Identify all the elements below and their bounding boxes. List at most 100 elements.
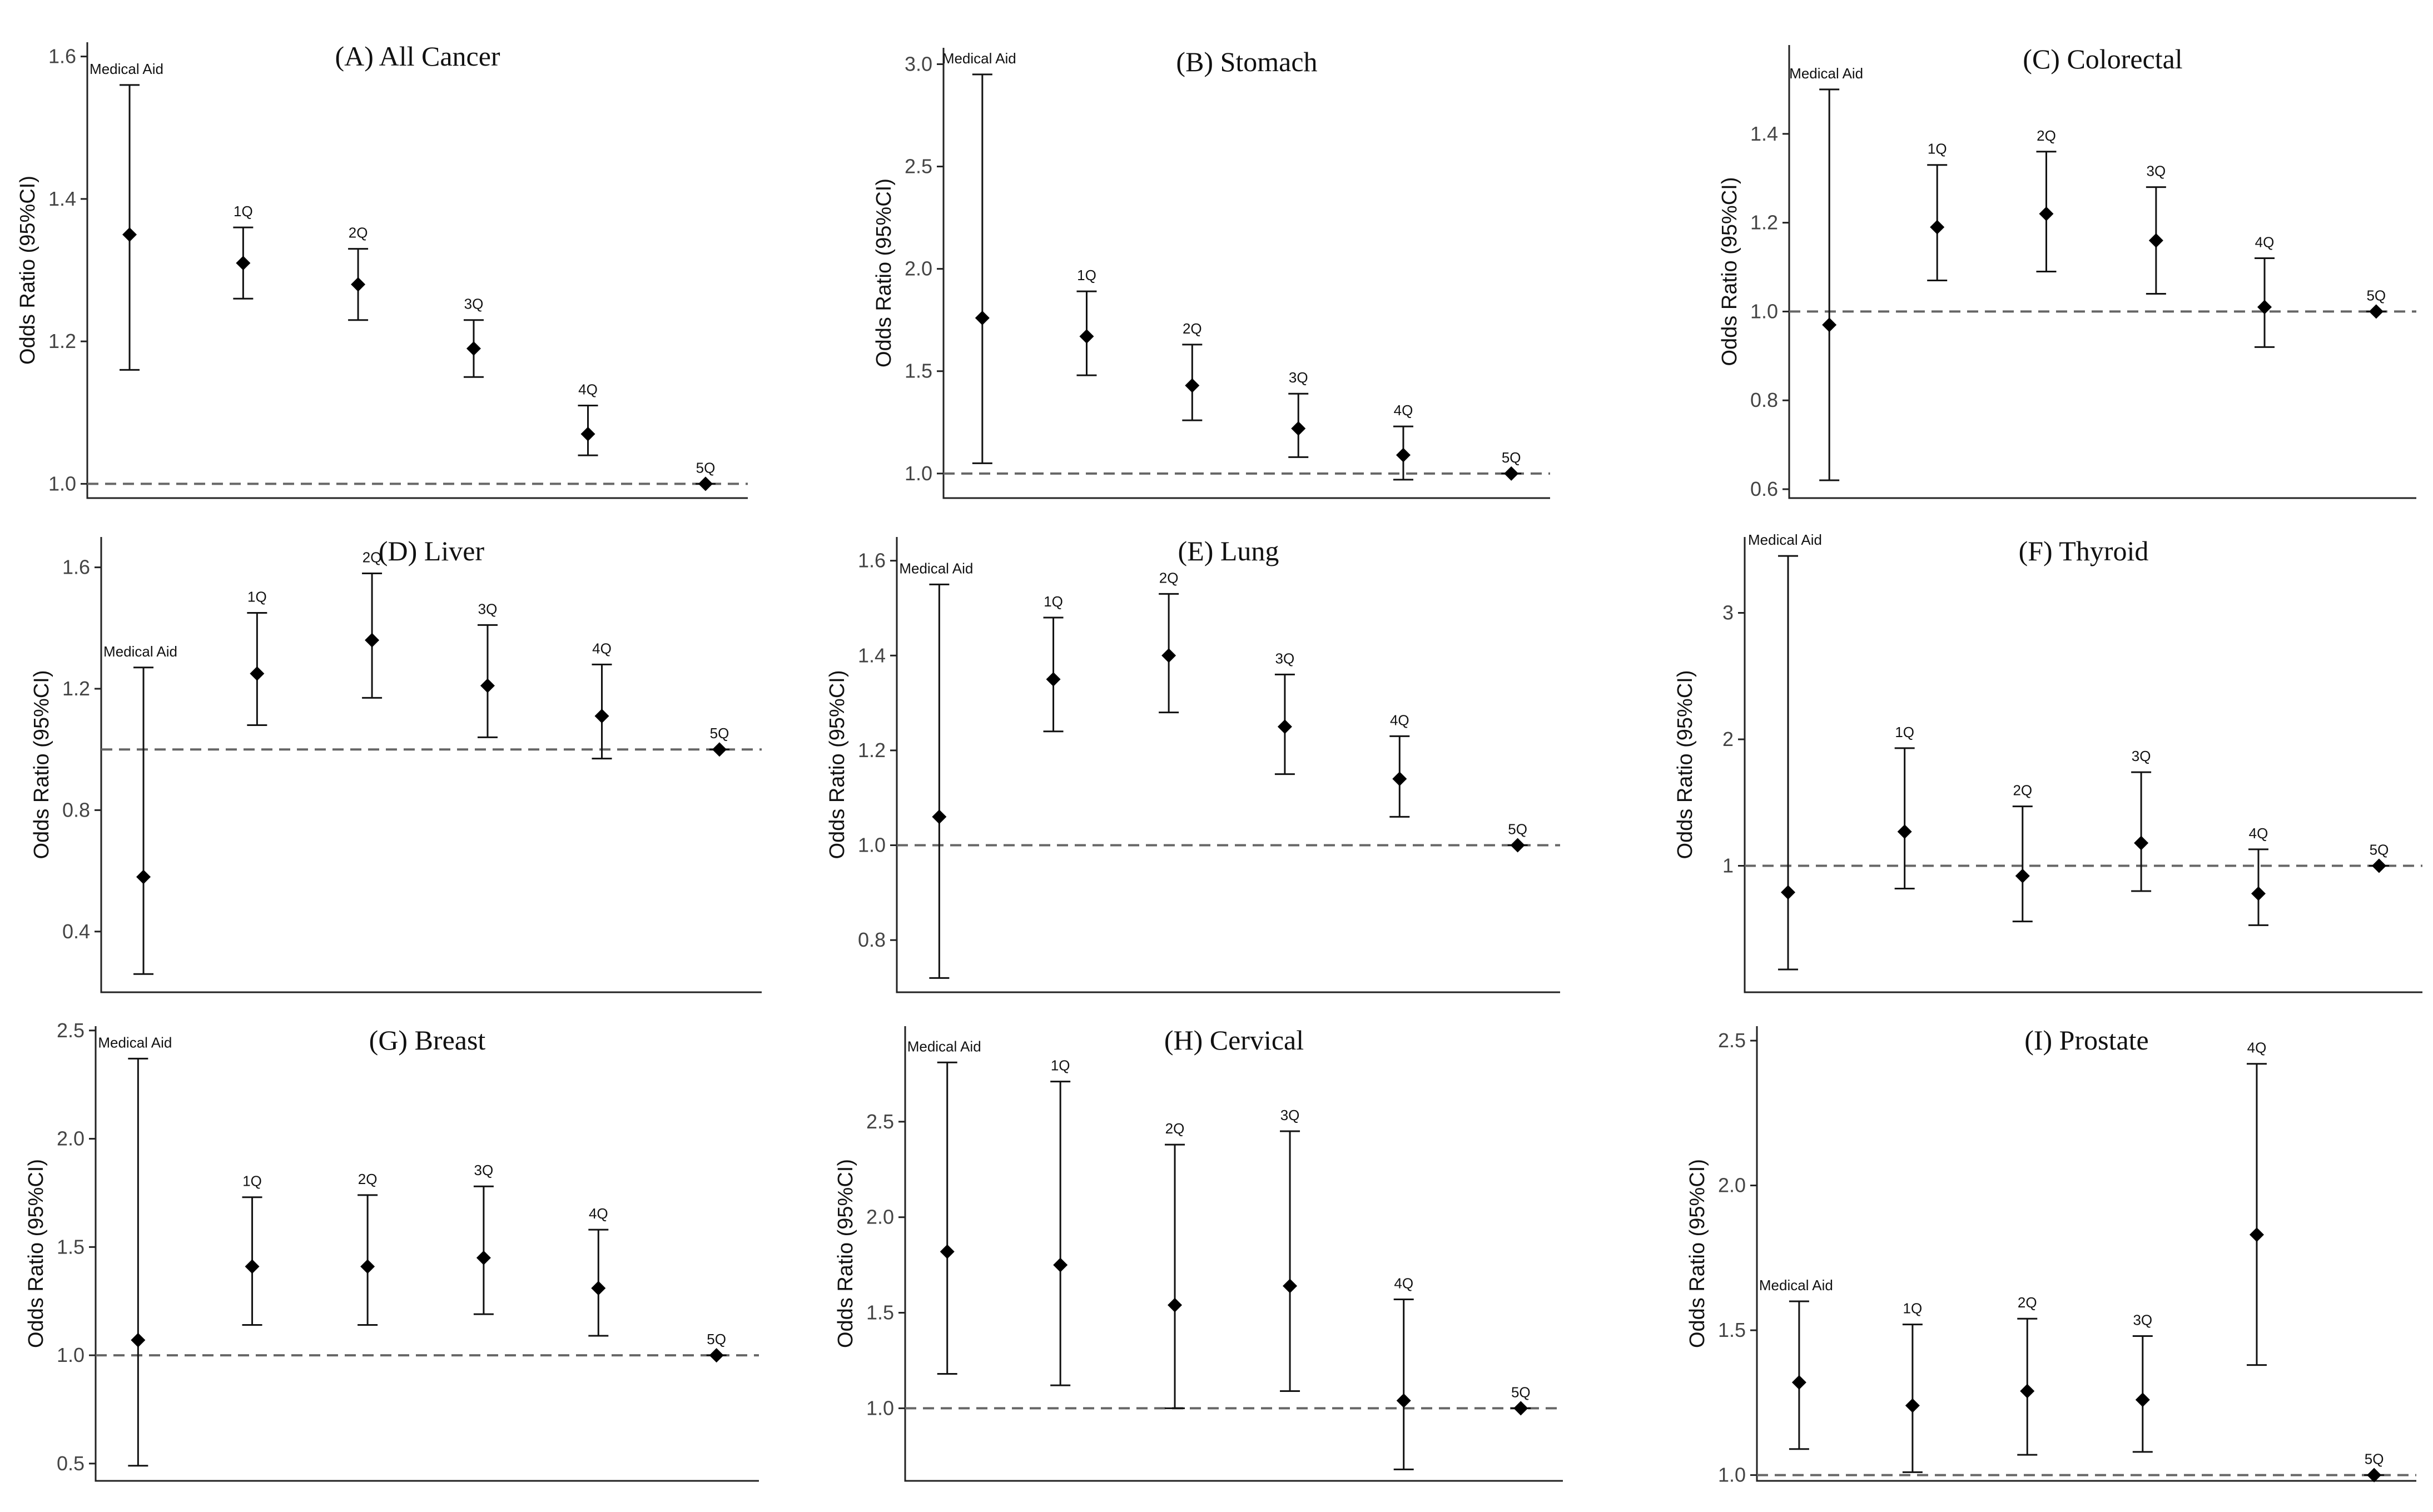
data-point [1513, 1401, 1528, 1416]
y-tick-label: 1.6 [48, 45, 76, 68]
group-label: Medical Aid [103, 643, 177, 660]
y-axis-label: Odds Ratio (95%CI) [872, 178, 896, 367]
ci-whisker [133, 667, 154, 975]
data-point [131, 1332, 146, 1347]
data-point [1185, 378, 1200, 393]
data-point [932, 809, 947, 824]
panel-title: (G) Breast [369, 1024, 486, 1056]
group-label: 4Q [1390, 712, 1409, 728]
ci-whisker [972, 73, 992, 464]
data-point [2039, 206, 2054, 221]
group-label: 3Q [2133, 1311, 2152, 1328]
ci-whisker [1789, 1300, 1809, 1450]
group-label: 3Q [474, 1162, 494, 1178]
group-label: 1Q [234, 203, 253, 220]
group-label: 2Q [363, 549, 382, 566]
y-axis-label: Odds Ratio (95%CI) [16, 176, 39, 365]
data-point [975, 311, 990, 325]
y-tick-label: 0.8 [62, 798, 90, 821]
data-point [122, 227, 137, 242]
y-tick-label: 2.0 [866, 1206, 894, 1228]
y-axis-label: Odds Ratio (95%CI) [30, 670, 53, 859]
ci-whisker [128, 1057, 148, 1467]
group-label: 4Q [592, 640, 612, 656]
group-label: 5Q [1511, 1384, 1531, 1400]
y-tick-label: 2.0 [905, 257, 932, 280]
group-label: 5Q [707, 1331, 726, 1347]
y-tick-label: 1.6 [62, 556, 90, 579]
panel-title: (I) Prostate [2024, 1024, 2149, 1056]
panel-h: 1.0 1.5 2.0 2.5 Odds Ratio (95%CI) (H) Cervic… [834, 1024, 1563, 1482]
panel-title: (B) Stomach [1176, 46, 1317, 77]
axis-lines [942, 48, 1550, 499]
axis-lines [95, 1026, 759, 1482]
group-label: 1Q [1051, 1057, 1070, 1074]
data-point [1822, 317, 1837, 332]
group-label: 4Q [2255, 234, 2275, 251]
group-label: 1Q [1044, 593, 1063, 610]
data-point [136, 869, 151, 884]
y-tick-label: 1.0 [905, 462, 932, 485]
y-tick-label: 2.0 [1718, 1174, 1746, 1197]
group-label: Medical Aid [90, 61, 163, 77]
group-label: Medical Aid [899, 560, 973, 576]
data-point [1161, 648, 1176, 663]
group-label: Medical Aid [98, 1034, 172, 1051]
data-point [1510, 838, 1525, 853]
data-point [360, 1259, 375, 1274]
y-tick-label: 1.4 [858, 644, 886, 667]
group-label: 3Q [1289, 369, 1308, 386]
panel-title: (A) All Cancer [335, 41, 500, 72]
y-tick-label: 1.6 [858, 549, 886, 572]
data-point [594, 709, 609, 724]
group-label: 3Q [2147, 163, 2166, 180]
group-label: 5Q [2370, 842, 2389, 858]
group-label: 5Q [710, 725, 729, 742]
y-axis-label: Odds Ratio (95%CI) [834, 1159, 857, 1348]
ci-whisker [2012, 805, 2033, 923]
panel-b: 1.0 1.5 2.0 2.5 3.0 Odds Ratio (95%CI) (B) Sto… [872, 46, 1550, 499]
data-point [1277, 719, 1292, 734]
ci-whisker [1165, 1143, 1185, 1409]
ci-whisker [1894, 747, 1915, 889]
y-tick-label: 1.5 [57, 1235, 85, 1258]
data-point [698, 476, 713, 491]
axis-lines [896, 537, 1560, 993]
group-label: 4Q [1394, 1275, 1413, 1291]
group-label: 4Q [589, 1205, 608, 1222]
data-point [2148, 233, 2163, 248]
y-tick-label: 2.5 [57, 1019, 85, 1042]
data-point [250, 666, 265, 681]
group-label: 2Q [349, 225, 368, 241]
ci-whisker [2246, 1063, 2267, 1366]
y-tick-label: 1.0 [858, 834, 886, 857]
data-point [2015, 868, 2030, 883]
group-label: 1Q [1077, 267, 1096, 284]
group-label: 2Q [1165, 1120, 1185, 1137]
axis-lines [904, 1026, 1563, 1482]
data-point [2134, 835, 2149, 850]
panel-title: (E) Lung [1178, 535, 1279, 566]
group-label: Medical Aid [907, 1038, 981, 1055]
panel-d: 0.4 0.8 1.2 1.6 Odds Ratio (95%CI) (D) Liver M… [30, 535, 762, 993]
y-tick-label: 2.5 [905, 155, 932, 178]
group-label: 4Q [2247, 1040, 2267, 1056]
y-tick-label: 1.2 [858, 739, 886, 762]
y-tick-label: 3 [1722, 601, 1734, 624]
axis-lines [86, 42, 748, 499]
panel-a: 1.0 1.2 1.4 1.6 Odds Ratio (95%CI) (A) All Ca… [16, 41, 748, 499]
axis-lines [1744, 537, 2422, 993]
y-tick-label: 2.5 [1718, 1029, 1746, 1052]
ci-whisker [1902, 1324, 1923, 1473]
y-tick-label: 0.6 [1750, 478, 1778, 500]
y-tick-label: 2.5 [866, 1110, 894, 1133]
y-tick-label: 3.0 [905, 52, 932, 75]
group-label: 3Q [1275, 650, 1295, 667]
panel-title: (H) Cervical [1164, 1024, 1304, 1056]
data-point [709, 1348, 724, 1363]
y-axis-label: Odds Ratio (95%CI) [826, 670, 849, 859]
ci-whisker [1280, 1130, 1300, 1392]
data-point [580, 426, 595, 441]
y-tick-label: 1.0 [866, 1396, 894, 1419]
